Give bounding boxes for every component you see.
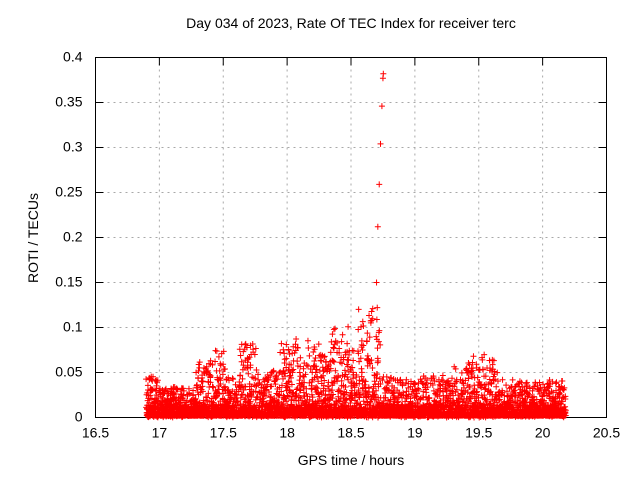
chart-title: Day 034 of 2023, Rate Of TEC Index for r… bbox=[186, 15, 516, 31]
y-axis-label: ROTI / TECUs bbox=[25, 193, 41, 283]
x-axis-label: GPS time / hours bbox=[297, 452, 405, 468]
